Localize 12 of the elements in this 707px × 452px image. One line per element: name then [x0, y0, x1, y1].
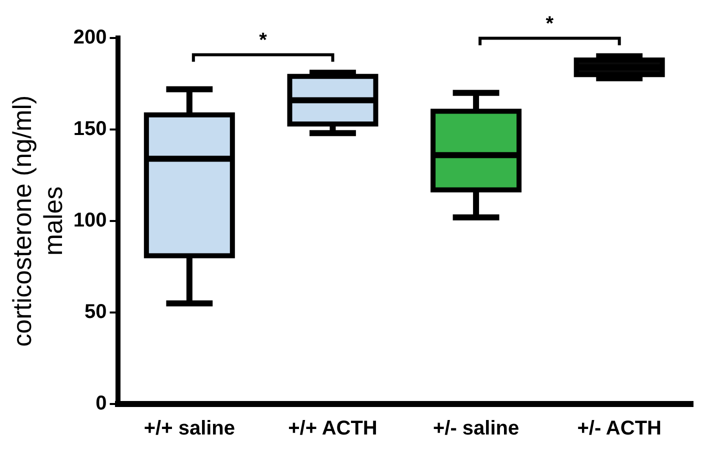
y-tick-label: 100: [73, 210, 107, 232]
y-axis-title: corticosterone (ng/ml) males: [6, 95, 68, 347]
x-tick-label: +/+ saline: [144, 418, 236, 440]
y-tick-label: 200: [73, 26, 107, 49]
x-tick-label: +/+ ACTH: [288, 418, 378, 440]
annotation: *: [259, 29, 268, 52]
x-tick-label: +/- saline: [432, 418, 520, 440]
text: *: [546, 12, 554, 35]
y-tick-label: 0: [96, 392, 107, 415]
y-tick-label: 50: [84, 301, 107, 324]
x-tick-label: +/- ACTH: [577, 418, 662, 440]
y-tick-label: 150: [73, 118, 107, 140]
